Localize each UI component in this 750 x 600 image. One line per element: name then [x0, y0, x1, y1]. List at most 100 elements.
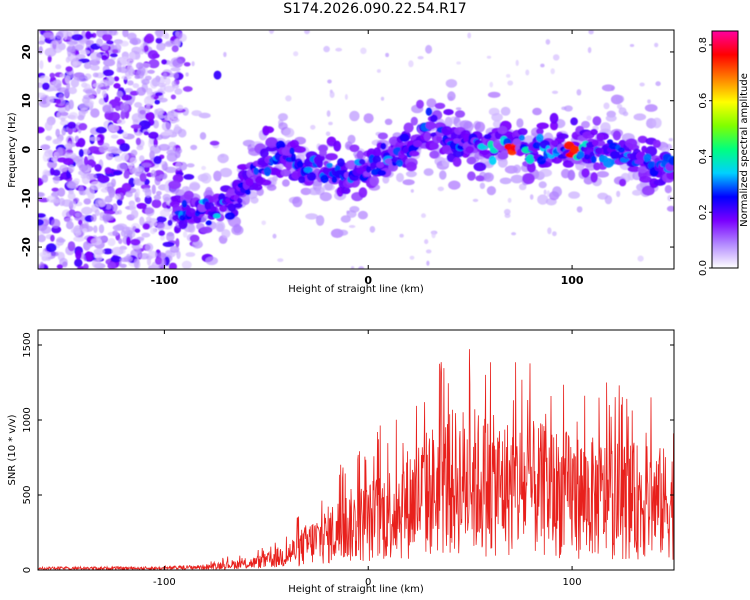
spectrogram-cell	[315, 215, 325, 226]
spectrogram-cell	[38, 213, 46, 218]
spectrogram-cell	[112, 170, 123, 176]
spectrogram-cell	[437, 186, 444, 192]
spectrogram-cell	[148, 59, 160, 69]
colorbar-tick-label: 0.2	[698, 204, 709, 220]
spectrogram-cell	[110, 148, 123, 155]
spectrogram-cell	[325, 153, 338, 161]
spectrogram-cell	[115, 223, 128, 231]
spectrogram-cell	[90, 108, 100, 118]
spectrogram-cell	[162, 241, 175, 247]
spectrogram-cell	[138, 45, 145, 55]
spectrogram-cell	[205, 220, 212, 226]
spectrogram-cell	[504, 208, 511, 216]
spectrogram-cell	[479, 149, 490, 155]
spectrogram-cell	[82, 148, 91, 155]
spectrogram-cell	[123, 170, 130, 179]
spectrogram-cell	[282, 179, 290, 187]
spectrogram-cell	[173, 72, 179, 79]
spectrogram-cell	[82, 228, 88, 233]
spectrogram-cell	[188, 223, 196, 233]
spectrogram-cell	[380, 96, 385, 101]
spectrogram-cell	[319, 149, 327, 157]
spectrogram-cell	[537, 194, 549, 205]
spectrogram-cell	[90, 237, 103, 246]
spectrogram-cell	[56, 264, 63, 269]
spectrogram-cell	[141, 78, 150, 85]
spectrogram-cell	[106, 40, 114, 45]
spectrogram-cell	[219, 205, 228, 213]
spectrogram-cell	[145, 112, 155, 121]
spectrogram-cell	[108, 187, 116, 197]
spectrogram-cell	[358, 266, 365, 269]
spectrogram-cell	[55, 128, 60, 138]
spectrogram-cell	[410, 116, 418, 126]
spectrogram-cell	[538, 181, 547, 189]
spectrogram-cell	[110, 134, 119, 139]
spectrogram-cell	[145, 206, 155, 217]
spectrogram-cell	[38, 218, 44, 226]
spectrogram-cell	[601, 84, 615, 92]
spectrogram-cell	[447, 91, 456, 101]
spectrogram-cell	[647, 99, 651, 104]
spectrogram-cell	[57, 187, 66, 197]
spectrogram-cell	[617, 147, 625, 154]
spectrogram-cell	[116, 198, 123, 206]
spectrogram-cell	[396, 172, 404, 183]
spectrogram-cell	[61, 127, 66, 136]
spectrogram-cell	[121, 75, 132, 80]
spectrogram-cell	[326, 162, 333, 168]
spectrogram-cell	[667, 195, 672, 202]
spectrogram-x-axis-label: Height of straight line (km)	[288, 284, 424, 295]
spectrogram-cell	[615, 95, 625, 104]
spectrogram-cell	[78, 149, 84, 158]
spectrogram-cell	[78, 102, 90, 111]
spectrogram-cell	[641, 145, 648, 153]
spectrogram-cell	[344, 94, 348, 100]
y-tick-label: 0	[22, 567, 33, 573]
y-tick-label: 10	[20, 93, 33, 109]
spectrogram-cell	[67, 241, 76, 252]
spectrogram-cell	[263, 126, 275, 134]
spectrogram-cell	[278, 113, 288, 122]
spectrogram-cell	[522, 173, 535, 185]
spectrogram-cell	[257, 160, 265, 166]
spectrogram-cell	[38, 46, 43, 55]
spectrogram-cell	[148, 131, 159, 140]
spectrogram-cell	[285, 160, 292, 171]
spectrogram-cell	[219, 167, 233, 178]
spectrogram-cell	[473, 162, 487, 172]
spectrogram-cell	[83, 62, 92, 70]
x-tick-label: 0	[365, 577, 371, 588]
spectrogram-cell	[160, 235, 165, 241]
spectrogram-cell	[337, 229, 349, 236]
spectrogram-cell	[515, 59, 519, 66]
spectrogram-cell	[84, 83, 91, 91]
spectrogram-cell	[497, 157, 508, 168]
spectrogram-cell	[113, 210, 120, 215]
spectrogram-cell	[50, 199, 62, 204]
spectrogram-cell	[155, 30, 163, 39]
spectrogram-cell	[108, 111, 121, 122]
spectrogram-cell	[323, 45, 330, 53]
spectrogram-cell	[547, 227, 552, 235]
spectrogram-cell	[142, 223, 151, 230]
y-tick-label: 500	[22, 485, 33, 504]
spectrogram-cell	[134, 102, 143, 108]
spectrogram-cell	[42, 152, 50, 162]
spectrogram-cell	[265, 137, 278, 148]
spectrogram-cell	[102, 248, 114, 255]
spectrogram-cell	[590, 172, 598, 183]
spectrogram-cell	[135, 197, 141, 203]
spectrogram-cell	[130, 124, 142, 129]
x-tick-label: 0	[364, 274, 372, 287]
spectrogram-cell	[410, 189, 414, 193]
spectrogram-cell	[637, 166, 648, 174]
spectrogram-cell	[166, 204, 171, 209]
spectrogram-cell	[119, 257, 130, 263]
spectrogram-cell	[259, 148, 269, 158]
spectrogram-cell	[199, 226, 213, 234]
spectrogram-cell	[112, 230, 119, 237]
spectrogram-cell	[552, 186, 562, 198]
